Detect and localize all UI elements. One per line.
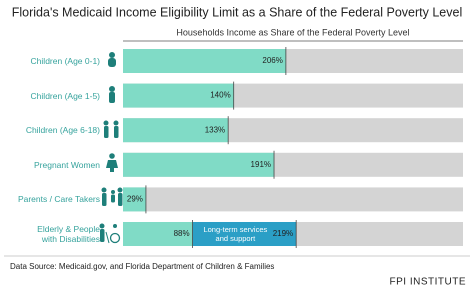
value-label: 133% (205, 125, 225, 134)
value-label: 191% (251, 160, 271, 169)
source: Data Source: Medicaid.gov, and Florida D… (10, 262, 274, 271)
value-label: 88% (174, 229, 190, 238)
series-label: Long-term services and support (203, 225, 268, 243)
chart-title: Florida's Medicaid Income Eligibility Li… (12, 5, 463, 19)
category-label: Pregnant Women (34, 159, 100, 170)
value-label: 219% (273, 229, 293, 238)
value-label: 206% (262, 56, 282, 65)
value-label: 29% (127, 195, 143, 204)
bar (123, 118, 229, 143)
icons (99, 52, 123, 244)
bar (123, 222, 193, 246)
category-label: Children (Age 6-18) (25, 125, 100, 136)
category-label: Children (Age 0-1) (30, 56, 100, 66)
bar (123, 83, 234, 108)
category-label: Children (Age 1-5) (30, 90, 100, 101)
bar (123, 49, 286, 73)
category-label: Parents / Care Takers (17, 194, 100, 205)
subtitle: Households Income as Share of the Federa… (176, 27, 409, 37)
category-label: Elderly & People with Disabilities (37, 224, 100, 244)
bar (123, 152, 275, 177)
value-label: 140% (210, 91, 230, 100)
bar (123, 187, 146, 212)
track (123, 187, 463, 212)
brand: FPI INSTITUTE (390, 277, 467, 288)
